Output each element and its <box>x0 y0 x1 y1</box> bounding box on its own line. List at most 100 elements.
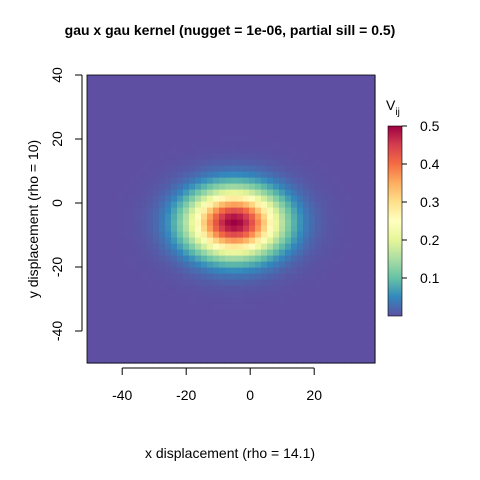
heatmap-cell <box>351 327 358 334</box>
heatmap-cell <box>129 351 136 358</box>
heatmap-cell <box>321 81 328 88</box>
heatmap-cell <box>117 285 124 292</box>
heatmap-cell <box>291 117 298 124</box>
heatmap-cell <box>369 315 376 322</box>
heatmap-cell <box>117 357 124 364</box>
heatmap-cell <box>273 225 280 232</box>
heatmap-cell <box>225 291 232 298</box>
heatmap-cell <box>369 135 376 142</box>
heatmap-cell <box>141 225 148 232</box>
heatmap-cell <box>291 243 298 250</box>
heatmap-cell <box>279 285 286 292</box>
heatmap-cells <box>87 75 376 364</box>
heatmap-cell <box>135 195 142 202</box>
heatmap-cell <box>129 303 136 310</box>
heatmap-cell <box>267 147 274 154</box>
heatmap-cell <box>225 267 232 274</box>
heatmap-cell <box>291 225 298 232</box>
heatmap-cell <box>87 321 94 328</box>
heatmap-cell <box>147 105 154 112</box>
heatmap-cell <box>351 159 358 166</box>
heatmap-cell <box>261 339 268 346</box>
heatmap-cell <box>357 171 364 178</box>
colorbar-title: Vij <box>386 97 400 118</box>
heatmap-cell <box>291 189 298 196</box>
heatmap-cell <box>123 207 130 214</box>
heatmap-cell <box>147 141 154 148</box>
heatmap-cell <box>147 327 154 334</box>
heatmap-cell <box>357 321 364 328</box>
heatmap-cell <box>297 315 304 322</box>
heatmap-cell <box>123 333 130 340</box>
heatmap-cell <box>333 171 340 178</box>
heatmap-cell <box>261 147 268 154</box>
heatmap-cell <box>165 297 172 304</box>
heatmap-cell <box>105 255 112 262</box>
heatmap-cell <box>141 87 148 94</box>
heatmap-cell <box>123 219 130 226</box>
heatmap-cell <box>201 171 208 178</box>
heatmap-cell <box>309 219 316 226</box>
heatmap-cell <box>219 357 226 364</box>
heatmap-cell <box>249 321 256 328</box>
heatmap-cell <box>207 243 214 250</box>
heatmap-cell <box>315 345 322 352</box>
heatmap-cell <box>189 93 196 100</box>
heatmap-cell <box>261 141 268 148</box>
heatmap-cell <box>339 243 346 250</box>
heatmap-cell <box>327 99 334 106</box>
heatmap-cell <box>345 129 352 136</box>
heatmap-cell <box>147 213 154 220</box>
heatmap-cell <box>87 339 94 346</box>
heatmap-cell <box>219 351 226 358</box>
heatmap-cell <box>105 213 112 220</box>
heatmap-cell <box>303 141 310 148</box>
heatmap-cell <box>123 177 130 184</box>
heatmap-cell <box>165 339 172 346</box>
heatmap-cell <box>351 231 358 238</box>
heatmap-cell <box>351 183 358 190</box>
heatmap-cell <box>345 141 352 148</box>
heatmap-cell <box>147 147 154 154</box>
heatmap-cell <box>159 147 166 154</box>
heatmap-cell <box>129 327 136 334</box>
heatmap-cell <box>153 285 160 292</box>
heatmap-cell <box>291 315 298 322</box>
heatmap-cell <box>291 159 298 166</box>
heatmap-cell <box>351 87 358 94</box>
heatmap-cell <box>93 117 100 124</box>
heatmap-cell <box>207 255 214 262</box>
heatmap-cell <box>363 177 370 184</box>
heatmap-cell <box>309 351 316 358</box>
heatmap-cell <box>279 357 286 364</box>
heatmap-cell <box>213 321 220 328</box>
heatmap-cell <box>231 147 238 154</box>
heatmap-cell <box>363 273 370 280</box>
heatmap-cell <box>357 297 364 304</box>
heatmap-cell <box>225 297 232 304</box>
heatmap-cell <box>87 159 94 166</box>
heatmap-cell <box>213 333 220 340</box>
heatmap-cell <box>225 105 232 112</box>
heatmap-cell <box>231 141 238 148</box>
heatmap-cell <box>261 285 268 292</box>
heatmap-cell <box>273 279 280 286</box>
heatmap-cell <box>183 297 190 304</box>
heatmap-cell <box>303 213 310 220</box>
heatmap-cell <box>327 249 334 256</box>
heatmap-cell <box>291 279 298 286</box>
heatmap-cell <box>87 141 94 148</box>
heatmap-cell <box>87 285 94 292</box>
heatmap-cell <box>339 213 346 220</box>
heatmap-cell <box>135 225 142 232</box>
heatmap-cell <box>369 189 376 196</box>
heatmap-cell <box>273 105 280 112</box>
heatmap-cell <box>207 129 214 136</box>
heatmap-cell <box>123 147 130 154</box>
heatmap-cell <box>123 189 130 196</box>
heatmap-cell <box>363 129 370 136</box>
heatmap-cell <box>273 297 280 304</box>
heatmap-cell <box>219 249 226 256</box>
heatmap-cell <box>363 357 370 364</box>
heatmap-cell <box>231 339 238 346</box>
